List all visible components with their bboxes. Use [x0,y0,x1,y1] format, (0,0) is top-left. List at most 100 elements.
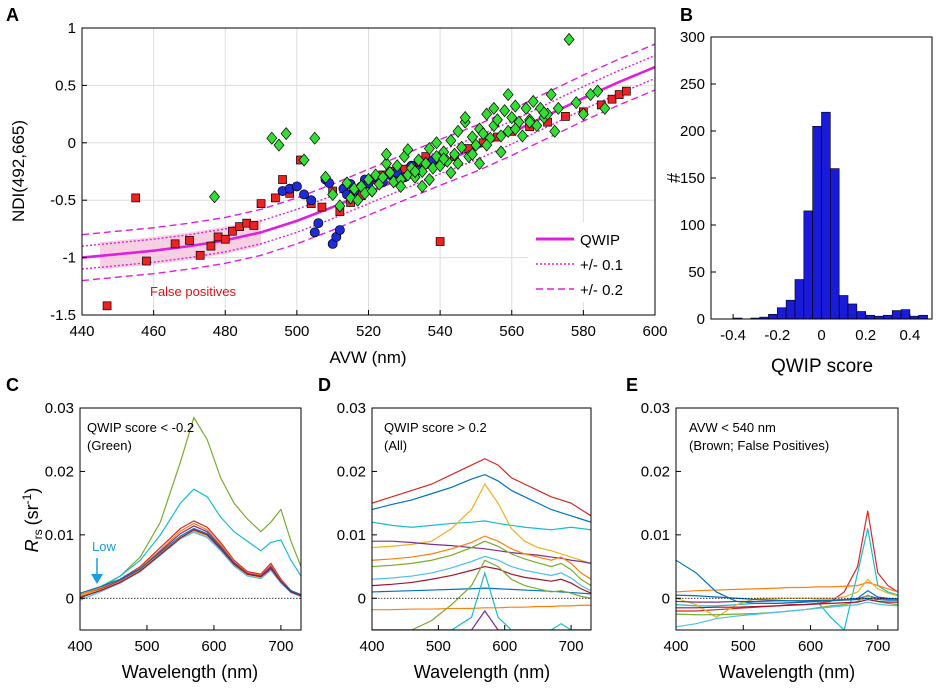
tick-label-b-x: 0.2 [855,327,876,344]
point-green-diamond [320,170,331,184]
point-brown-square [195,250,205,260]
histogram-bar [785,299,796,320]
tick-label-b-y: 100 [680,217,705,234]
tick-label-x: 600 [201,638,226,655]
panel-b-xlabel: QWIP score [771,356,873,377]
tick-label-b-y: 300 [680,29,705,46]
histogram-bar [918,314,928,320]
point-green-diamond [495,129,507,143]
spectrum-line [372,570,591,630]
tick-label-a-x: 560 [499,323,524,340]
point-green-diamond [266,131,278,145]
point-green-diamond [563,32,575,47]
legend-a: QWIP +/- 0.1 +/- 0.2 [528,222,654,302]
spectrum-line [676,598,898,609]
tick-label-b-y: 250 [680,76,705,93]
point-green-diamond [495,145,507,159]
point-brown-square [561,112,570,121]
tick-label-x: 400 [67,638,92,655]
point-brown-square [621,86,631,96]
tick-label-x: 600 [798,638,823,655]
panel-d-xlabel: Wavelength (nm) [414,662,550,682]
point-green-diamond [570,96,582,110]
low-label: Low [92,539,116,554]
tick-label-x: 700 [268,638,293,655]
panel-label-c: C [6,375,19,395]
panel-d-annotation-2: (All) [384,438,407,453]
rrs-unit-close: ) [22,488,42,494]
spectrum-line [372,458,591,517]
point-green-diamond [491,113,503,127]
spectrum-line [676,578,898,619]
histogram-bar [821,111,831,320]
tick-label-y: 0 [662,590,670,607]
panel-b-ylabel: # [664,173,684,183]
panel-c-xlabel: Wavelength (nm) [122,662,258,682]
point-brown-square [220,234,230,244]
tick-label-b-y: 200 [680,123,705,140]
histogram-bar [856,311,866,320]
point-green-diamond [506,110,518,125]
spectrum-line [372,540,591,564]
tick-label-x: 500 [134,638,159,655]
tick-label-y: 0.02 [337,463,366,480]
spectrum-line [80,488,301,596]
point-green-diamond [509,122,521,136]
point-brown-square [614,90,624,99]
histogram-bar [830,168,840,320]
point-brown-square [235,222,244,231]
point-blue-circle [313,218,324,229]
tick-label-y: 0.02 [45,463,74,480]
panel-c-annotation-1: QWIP score < -0.2 [87,420,194,435]
rrs-unit-exp: -1 [20,493,34,504]
tick-label-x: 500 [426,638,451,655]
tick-label-a-x: 520 [356,323,381,340]
point-green-diamond [477,127,489,141]
tick-label-b-x: 0.4 [899,327,920,344]
point-brown-square [102,301,112,311]
histogram-bar [794,279,805,320]
spectra-group [80,416,301,601]
point-brown-square [278,175,287,184]
point-green-diamond [409,164,421,179]
panel-label-e: E [626,375,638,395]
point-green-diamond [545,88,557,102]
tick-label-a-x: 600 [642,323,667,340]
point-green-diamond [423,141,435,156]
tick-label-b-x: -0.4 [720,327,746,344]
point-brown-square [206,241,216,251]
point-green-diamond [499,104,511,118]
point-brown-square [249,221,259,230]
point-green-diamond [481,138,493,152]
panel-label-b: B [680,5,693,25]
panel-b: -0.4 -0.2 0 0.2 0.4 0 50 100 150 200 250 300 QWIP s… [664,29,933,377]
legend-02-label: +/- 0.2 [580,282,623,299]
panel-c: 400 500 600 700 0 0.01 0.02 0.03 QWIP score < -… [20,400,302,682]
tick-label-x: 400 [359,638,384,655]
spectrum-line [372,559,591,630]
tick-label-a-y: -0.5 [50,192,76,209]
false-positive-region [99,218,262,270]
point-green-diamond [527,94,539,109]
histogram-bar [812,126,822,320]
spectrum-line [372,555,591,592]
point-green-diamond [552,101,564,115]
point-green-diamond [509,99,521,113]
spectra-group [676,510,898,630]
histogram-bar [768,313,778,320]
panel-a: 440 460 480 500 520 540 560 580 600 -1.5 -1 -0.5 0 0.… [9,20,668,367]
histogram-bar [803,210,813,320]
point-green-diamond [470,138,482,152]
point-green-diamond [377,170,389,184]
legend-qwip-label: QWIP [580,232,620,249]
point-green-diamond [273,138,285,152]
point-green-diamond [363,172,374,187]
tick-label-y: 0.03 [45,400,74,417]
point-brown-square [607,94,617,104]
tick-label-y: 0.03 [337,400,366,417]
false-positives-annotation: False positives [150,284,236,299]
point-green-diamond [577,107,589,121]
qwip-plus-01-line [81,54,656,247]
point-brown-square [228,226,237,236]
